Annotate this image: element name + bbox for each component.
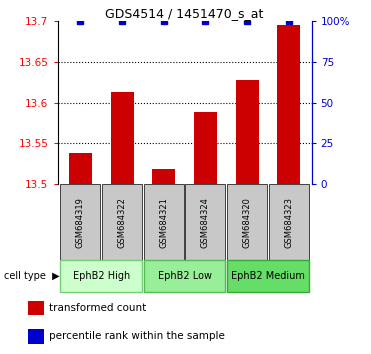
Text: GSM684321: GSM684321 [159,197,168,247]
Bar [144,260,226,292]
Bar [102,184,142,260]
Bar [29,329,44,344]
Bar [269,184,309,260]
Bar [227,260,309,292]
Text: EphB2 Low: EphB2 Low [158,271,211,281]
Bar [69,153,92,184]
Text: EphB2 High: EphB2 High [73,271,130,281]
Bar [227,184,267,260]
Text: GSM684324: GSM684324 [201,197,210,247]
Text: GSM684322: GSM684322 [118,197,127,247]
Bar [60,184,101,260]
Bar [111,92,134,184]
Bar [236,80,259,184]
Text: GSM684323: GSM684323 [284,196,293,248]
Bar [60,260,142,292]
Bar [29,301,44,315]
Title: GDS4514 / 1451470_s_at: GDS4514 / 1451470_s_at [105,7,264,20]
Text: EphB2 Medium: EphB2 Medium [231,271,305,281]
Text: percentile rank within the sample: percentile rank within the sample [49,331,225,341]
Bar [277,25,300,184]
Bar [144,184,184,260]
Text: cell type  ▶: cell type ▶ [4,271,59,281]
Text: GSM684320: GSM684320 [243,197,252,247]
Bar [194,113,217,184]
Text: transformed count: transformed count [49,303,146,313]
Bar [186,184,226,260]
Bar [152,169,175,184]
Text: GSM684319: GSM684319 [76,197,85,247]
